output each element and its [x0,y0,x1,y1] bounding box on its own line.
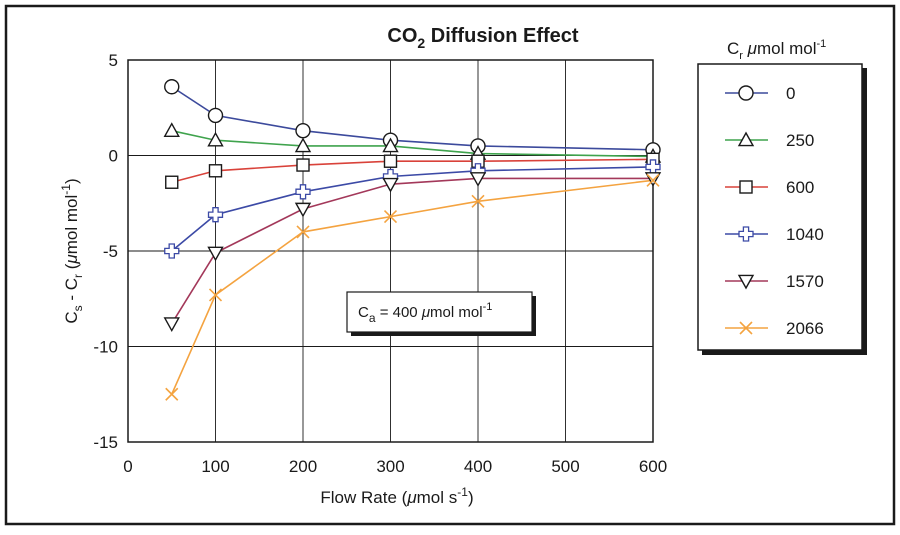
y-tick-label: 0 [109,147,118,166]
legend-marker-0 [738,85,754,101]
legend-title: Cr μmol mol-1 [727,38,826,62]
data-point-600 [208,164,223,178]
legend-item-250: 250 [725,131,814,150]
series-line-250 [171,129,654,158]
data-point-2066 [296,225,310,239]
data-point-0 [164,79,180,95]
annotation-text: Ca = 400 μmol mol-1 [358,301,492,325]
data-point-250 [163,122,180,137]
data-point-600 [383,154,398,168]
legend-label: 1040 [786,225,824,244]
data-point-2066 [208,288,223,302]
legend-label: 250 [786,131,814,150]
legend-items: 0 250 600 1040 1570 2066 [725,84,824,338]
legend-item-600: 600 [725,178,814,197]
data-point-1570 [294,202,312,218]
legend-label: 2066 [786,319,824,338]
series-line-600 [171,158,654,184]
x-tick-label: 400 [464,457,492,476]
data-point-0 [207,107,224,124]
x-tick-label: 300 [376,457,404,476]
annotation-shadow-right [532,296,536,336]
data-point-2066 [471,194,485,208]
y-axis-label: Cs - Cr (μmol mol-1) [59,178,85,323]
data-point-600 [165,175,179,189]
data-point-2066 [165,387,179,401]
tick-labels: 0 100 200 300 400 500 600 5 0 -5 -10 -15 [93,51,667,476]
series-line-1570 [171,177,653,325]
legend-marker-1040 [738,226,754,242]
x-tick-label: 600 [639,457,667,476]
data-point-2066 [383,210,398,224]
data-point-1570 [163,317,180,333]
data-point-1040 [207,207,224,223]
series-lines [171,86,654,395]
y-tick-label: 5 [109,51,118,70]
legend-item-1040: 1040 [725,225,824,244]
legend-marker-1570 [737,274,755,290]
data-point-1040 [164,243,180,259]
legend-label: 0 [786,84,795,103]
x-tick-label: 100 [201,457,229,476]
legend-item-1570: 1570 [725,272,824,291]
y-tick-label: -5 [103,242,118,261]
chart-title: CO2 Diffusion Effect [387,25,578,51]
series-line-2066 [171,179,654,395]
x-tick-label: 500 [551,457,579,476]
legend-label: 600 [786,178,814,197]
legend-item-2066: 2066 [725,319,824,338]
series-line-0 [171,86,654,151]
x-tick-label: 0 [123,457,132,476]
annotation-box [346,291,533,333]
annotation-shadow-bottom [351,332,536,336]
legend-item-0: 0 [725,84,795,103]
legend-shadow-right [862,68,867,354]
x-tick-label: 200 [289,457,317,476]
series-markers [163,79,662,401]
data-point-1570 [469,172,487,187]
data-point-1570 [382,177,399,193]
legend-marker-250 [737,131,755,147]
legend-box [697,63,863,351]
data-point-1040 [295,184,311,200]
legend-label: 1570 [786,272,824,291]
legend-shadow-bottom [702,350,867,355]
data-point-2066 [646,173,660,187]
data-point-250 [382,137,399,153]
series-line-1040 [171,166,654,252]
y-tick-label: -10 [93,338,118,357]
data-point-250 [294,137,312,153]
legend-marker-600 [739,180,753,194]
data-point-0 [295,122,311,139]
y-tick-label: -15 [93,433,118,452]
data-point-1570 [207,246,224,262]
data-point-250 [207,131,224,147]
data-point-600 [296,158,310,172]
legend-marker-2066 [739,321,753,335]
x-axis-label: Flow Rate (μmol s-1) [320,485,473,507]
